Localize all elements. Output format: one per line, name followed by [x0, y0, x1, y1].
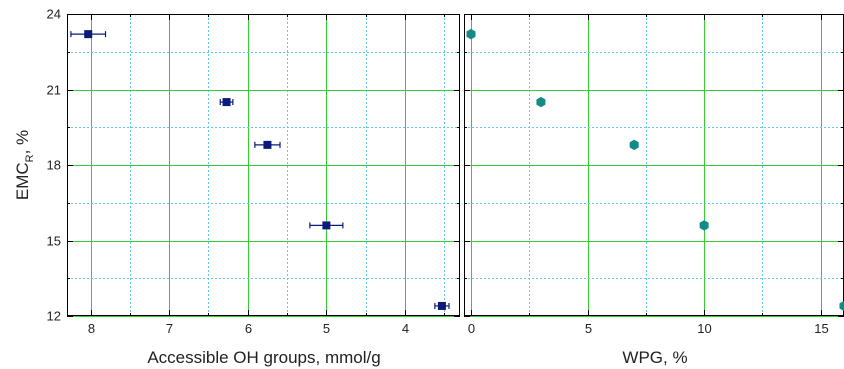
data-point-square	[84, 30, 93, 39]
x-tick-label: 10	[697, 321, 711, 336]
y-tick-label: 21	[47, 83, 61, 98]
data-point-hexagon	[699, 220, 709, 231]
left-ticks	[67, 14, 460, 317]
x-tick-label: 5	[585, 321, 592, 336]
right-x-axis-title: WPG, %	[622, 348, 687, 367]
x-tick-label: 8	[88, 321, 95, 336]
data-point-hexagon	[839, 300, 844, 312]
x-tick-label: 6	[245, 321, 252, 336]
data-point-hexagon	[466, 28, 476, 40]
right-ticks	[464, 14, 844, 317]
data-point-hexagon	[536, 96, 546, 108]
left-tick-labels: 4 5 6 7 8 12 15 18 21 24	[47, 7, 410, 337]
right-panel: 0 5 10 15	[464, 14, 844, 336]
y-axis-title-main: EMC	[13, 162, 32, 200]
left-panel: 4 5 6 7 8 12 15 18 21 24	[47, 7, 460, 337]
data-point-square	[263, 140, 272, 149]
y-axis-title-subscript: R	[24, 154, 36, 162]
data-point-hexagon	[629, 139, 639, 151]
x-tick-label: 0	[468, 321, 475, 336]
right-data-markers	[466, 28, 844, 312]
y-axis-title-suffix: , %	[13, 130, 32, 155]
y-tick-label: 18	[47, 158, 61, 173]
x-tick-label: 5	[323, 321, 330, 336]
y-tick-label: 24	[47, 7, 61, 22]
x-tick-label: 15	[814, 321, 828, 336]
y-tick-label: 12	[47, 309, 61, 324]
x-tick-label: 7	[166, 321, 173, 336]
left-data-markers	[70, 30, 450, 310]
data-point-square	[322, 221, 331, 230]
y-tick-label: 15	[47, 234, 61, 249]
x-tick-label: 4	[402, 321, 409, 336]
left-x-axis-title: Accessible OH groups, mmol/g	[147, 348, 380, 367]
right-tick-labels: 0 5 10 15	[468, 321, 829, 336]
y-axis-title: EMCR, %	[13, 130, 36, 200]
data-point-square	[222, 98, 231, 107]
data-point-square	[437, 301, 446, 310]
